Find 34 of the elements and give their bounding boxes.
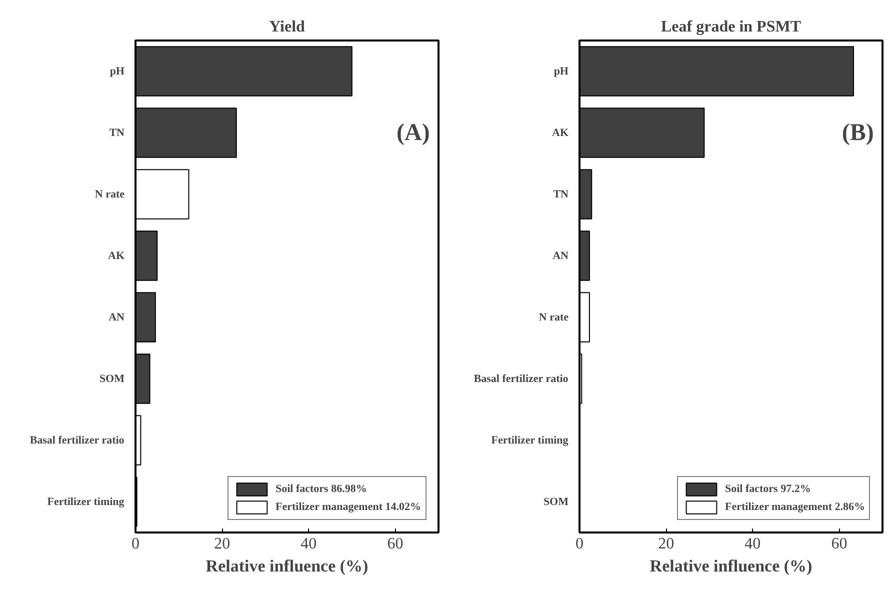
- y-tick-label: N rate: [94, 188, 125, 200]
- y-tick-label: AK: [108, 250, 125, 262]
- legend-label: Fertilizer management 2.86%: [724, 501, 865, 513]
- x-axis-title: Relative influence (%): [650, 556, 812, 576]
- y-tick-label: TN: [109, 126, 125, 139]
- y-tick-label: AN: [108, 311, 125, 324]
- y-tick-label: pH: [110, 65, 125, 78]
- x-tick-label: 40: [300, 536, 317, 552]
- y-tick-label: SOM: [99, 372, 126, 385]
- y-tick-label: TN: [553, 188, 569, 200]
- chart-title: Yield: [269, 18, 306, 36]
- x-tick-label: 0: [132, 536, 140, 552]
- x-axis-title: Relative influence (%): [206, 556, 368, 576]
- y-tick-label: pH: [554, 65, 569, 78]
- legend-label: Fertilizer management 14.02%: [275, 501, 421, 513]
- y-tick-label: AN: [552, 250, 569, 262]
- x-tick-label: 20: [214, 536, 230, 552]
- annotation: (A): [396, 120, 430, 146]
- x-tick-label: 20: [658, 536, 674, 552]
- x-tick-label: 60: [831, 536, 848, 552]
- annotation: (B): [842, 120, 874, 146]
- y-tick-label: Basal fertilizer ratio: [474, 372, 569, 385]
- y-tick-label: AK: [552, 126, 569, 139]
- y-tick-label: Basal fertilizer ratio: [30, 434, 125, 446]
- y-tick-label: N rate: [538, 311, 569, 324]
- x-tick-label: 0: [576, 536, 584, 552]
- y-tick-label: Fertilizer timing: [491, 434, 569, 446]
- legend-label: Soil factors 86.98%: [275, 483, 367, 495]
- legend-label: Soil factors 97.2%: [724, 483, 811, 495]
- y-tick-label: Fertilizer timing: [47, 496, 125, 508]
- x-tick-label: 40: [744, 536, 761, 552]
- x-tick-label: 60: [387, 536, 404, 552]
- chart-title: Leaf grade in PSMT: [661, 18, 802, 36]
- y-tick-label: SOM: [543, 496, 570, 508]
